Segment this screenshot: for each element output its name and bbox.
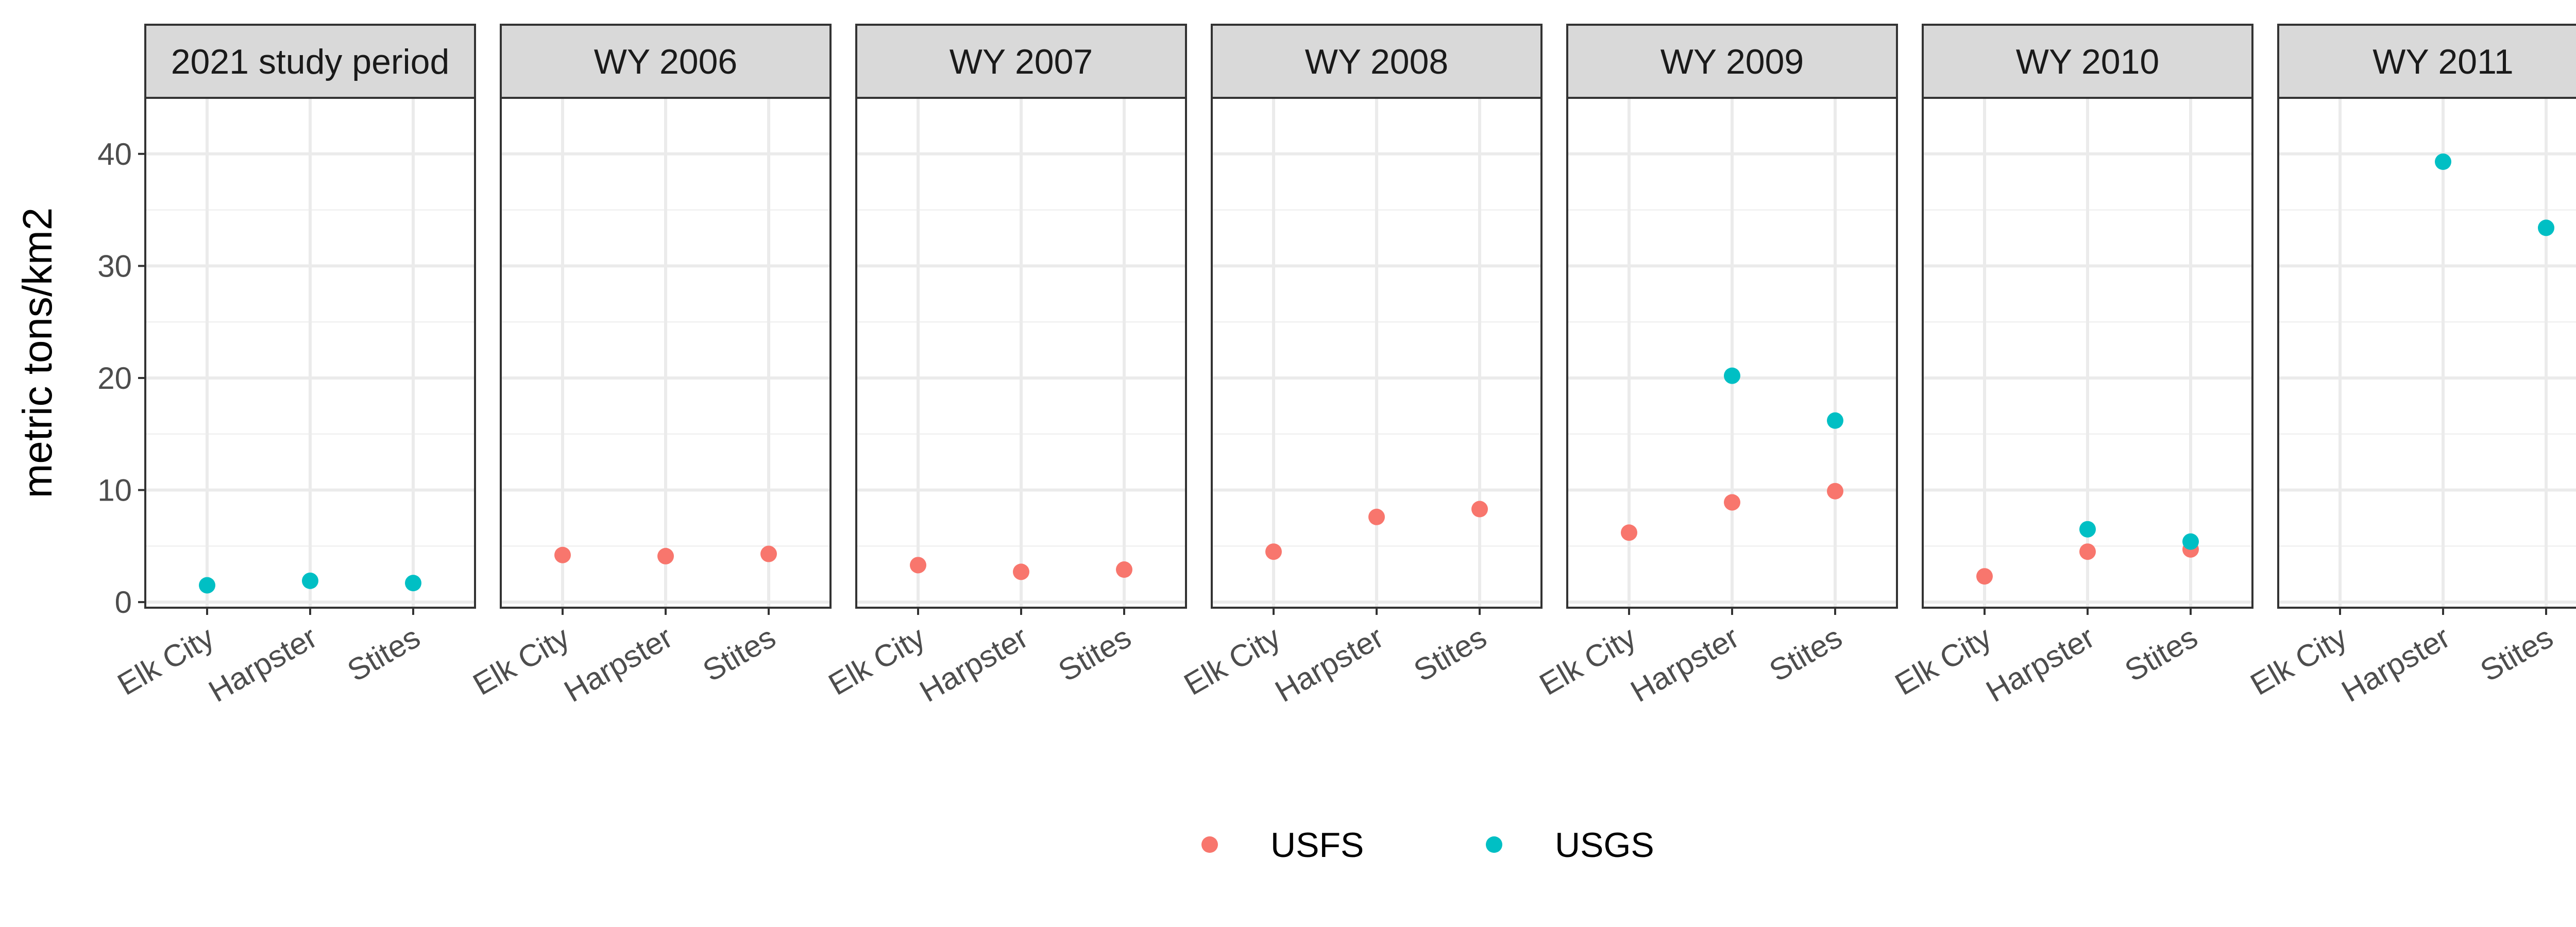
x-tick-label: Elk City [112, 620, 220, 702]
data-point-usfs [554, 546, 571, 563]
x-tick-label: Stites [2475, 620, 2558, 688]
y-axis: 0 10 20 30 40 [97, 137, 145, 620]
data-point-usfs [657, 547, 674, 564]
x-tick-label: Elk City [2245, 620, 2353, 702]
facet-strip-label: WY 2010 [2016, 42, 2159, 81]
legend-key-usfs [1201, 836, 1218, 853]
data-point-usfs [1471, 501, 1488, 518]
y-tick-label: 40 [97, 137, 132, 171]
data-point-usgs [199, 577, 215, 594]
x-tick-label: Stites [1764, 620, 1848, 688]
data-point-usfs [1013, 563, 1029, 580]
plot-background [2278, 98, 2576, 608]
data-point-usfs [1724, 494, 1740, 511]
y-tick-label: 30 [97, 249, 132, 283]
x-tick-label: Elk City [467, 620, 575, 702]
data-point-usgs [1724, 367, 1740, 384]
data-point-usgs [2435, 153, 2451, 170]
y-tick-label: 0 [115, 585, 132, 620]
x-tick-label: Elk City [1889, 620, 1997, 702]
x-tick-label: Stites [1053, 620, 1137, 688]
data-point-usgs [1827, 412, 1843, 429]
legend-label: USFS [1270, 826, 1364, 865]
legend-label: USGS [1555, 826, 1654, 865]
x-tick-label: Harpster [203, 620, 323, 709]
facet-strip [1211, 24, 1543, 99]
facet-strip [144, 24, 476, 99]
data-point-usfs [760, 545, 777, 562]
facet-strip-label: WY 2011 [2372, 42, 2513, 81]
data-point-usgs [2538, 219, 2554, 236]
facet-strip [855, 24, 1187, 99]
x-tick-label: Stites [2119, 620, 2203, 688]
y-tick-label: 20 [97, 361, 132, 396]
x-tick-label: Harpster [1625, 620, 1745, 709]
x-tick-label: Harpster [1980, 620, 2100, 709]
facet-strip-label: WY 2006 [594, 42, 737, 81]
data-point-usfs [1116, 561, 1132, 578]
x-tick-label: Harpster [558, 620, 679, 709]
x-tick-label: Elk City [1534, 620, 1642, 702]
y-axis-title: metric tons/km2 [14, 208, 60, 499]
data-point-usfs [1976, 568, 1993, 585]
data-point-usfs [2079, 543, 2096, 560]
x-tick-label: Harpster [1269, 620, 1389, 709]
x-tick-label: Harpster [2336, 620, 2456, 709]
data-point-usgs [405, 575, 421, 592]
data-point-usfs [1621, 524, 1637, 541]
data-point-usfs [910, 557, 926, 574]
x-tick-label: Harpster [914, 620, 1034, 709]
x-tick-label: Elk City [1178, 620, 1286, 702]
facet-strip-label: WY 2008 [1305, 42, 1448, 81]
data-point-usgs [302, 572, 318, 589]
facet-strip [2277, 24, 2576, 99]
x-tick-label: Elk City [823, 620, 931, 702]
legend-key-usgs [1486, 836, 1502, 853]
data-point-usgs [2182, 533, 2199, 550]
facet-strip-label: WY 2009 [1660, 42, 1804, 81]
y-tick-label: 10 [97, 473, 132, 508]
x-tick-label: Stites [697, 620, 781, 688]
data-point-usfs [1827, 483, 1843, 500]
facet-strip [1566, 24, 1898, 99]
facet-strip-label: 2021 study period [171, 42, 450, 81]
x-tick-label: Stites [342, 620, 426, 688]
x-tick-label: Stites [1408, 620, 1492, 688]
data-point-usfs [1265, 543, 1282, 560]
legend: USFS USGS [1201, 826, 1654, 865]
data-point-usgs [2079, 521, 2096, 538]
facet-strip [500, 24, 832, 99]
facet-strip-label: WY 2007 [950, 42, 1093, 81]
data-point-usfs [1368, 508, 1385, 525]
